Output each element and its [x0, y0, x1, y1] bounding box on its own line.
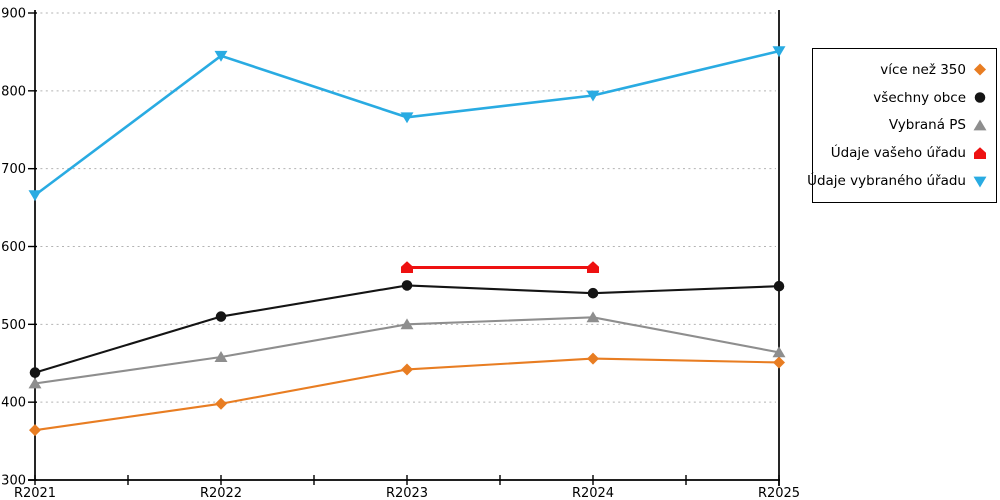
- data-point-marker: [586, 311, 600, 323]
- legend-item: více než 350: [823, 56, 988, 84]
- data-point-marker: [772, 346, 786, 358]
- y-tick-label: 700: [1, 162, 26, 177]
- data-point-marker: [401, 261, 413, 274]
- y-tick-label: 800: [1, 84, 26, 99]
- data-point-marker: [587, 287, 599, 299]
- data-point-marker: [974, 92, 986, 103]
- data-point-marker: [587, 352, 599, 365]
- data-point-marker: [400, 318, 414, 330]
- y-tick-label: 400: [1, 396, 26, 411]
- data-point-marker: [29, 367, 41, 378]
- data-point-marker: [400, 112, 414, 124]
- data-point-marker: [974, 63, 986, 76]
- data-point-marker: [215, 311, 227, 322]
- data-point-marker: [587, 261, 599, 274]
- data-point-marker: [973, 119, 987, 131]
- y-tick-label: 900: [1, 7, 26, 22]
- data-point-marker: [773, 280, 785, 292]
- triangle-up-legend-marker-icon: [973, 119, 987, 131]
- y-tick-label: 300: [1, 474, 26, 489]
- x-tick-label: R2021: [14, 486, 56, 500]
- data-point-marker: [772, 46, 786, 58]
- data-point-marker: [28, 377, 42, 389]
- data-point-marker: [29, 424, 41, 437]
- legend-item: Údaje vašeho úřadu: [823, 139, 988, 167]
- chart-legend: více než 350 všechny obce Vybraná PS Údaje …: [807, 48, 997, 203]
- data-point-marker: [214, 351, 228, 362]
- triangle-down-legend-marker-icon: [973, 176, 987, 188]
- pentagon-legend-marker-icon: [974, 146, 986, 159]
- diamond-legend-marker-icon: [974, 63, 986, 76]
- circle-legend-marker-icon: [974, 92, 986, 103]
- data-point-marker: [214, 50, 228, 62]
- legend-item-label: Údaje vašeho úřadu: [830, 145, 966, 162]
- legend-item-label: Údaje vybraného úřadu: [807, 173, 966, 190]
- data-point-marker: [401, 280, 413, 291]
- legend-item: všechny obce: [823, 84, 988, 112]
- data-point-marker: [586, 90, 600, 102]
- data-point-marker: [28, 190, 42, 202]
- legend-item: Vybraná PS: [823, 112, 988, 140]
- x-tick-label: R2023: [386, 486, 428, 500]
- legend-item-label: všechny obce: [873, 89, 966, 106]
- data-point-marker: [973, 176, 987, 188]
- data-point-marker: [974, 146, 986, 159]
- legend-item: Údaje vybraného úřadu: [807, 167, 988, 195]
- data-point-marker: [401, 363, 413, 376]
- y-tick-label: 500: [1, 318, 26, 333]
- x-tick-label: R2022: [200, 486, 242, 500]
- legend-item-label: více než 350: [880, 61, 966, 78]
- legend-item-label: Vybraná PS: [888, 117, 966, 134]
- y-tick-label: 600: [1, 240, 26, 255]
- x-tick-label: R2025: [758, 486, 800, 500]
- data-point-marker: [773, 356, 785, 369]
- data-point-marker: [215, 397, 227, 410]
- x-tick-label: R2024: [572, 486, 614, 500]
